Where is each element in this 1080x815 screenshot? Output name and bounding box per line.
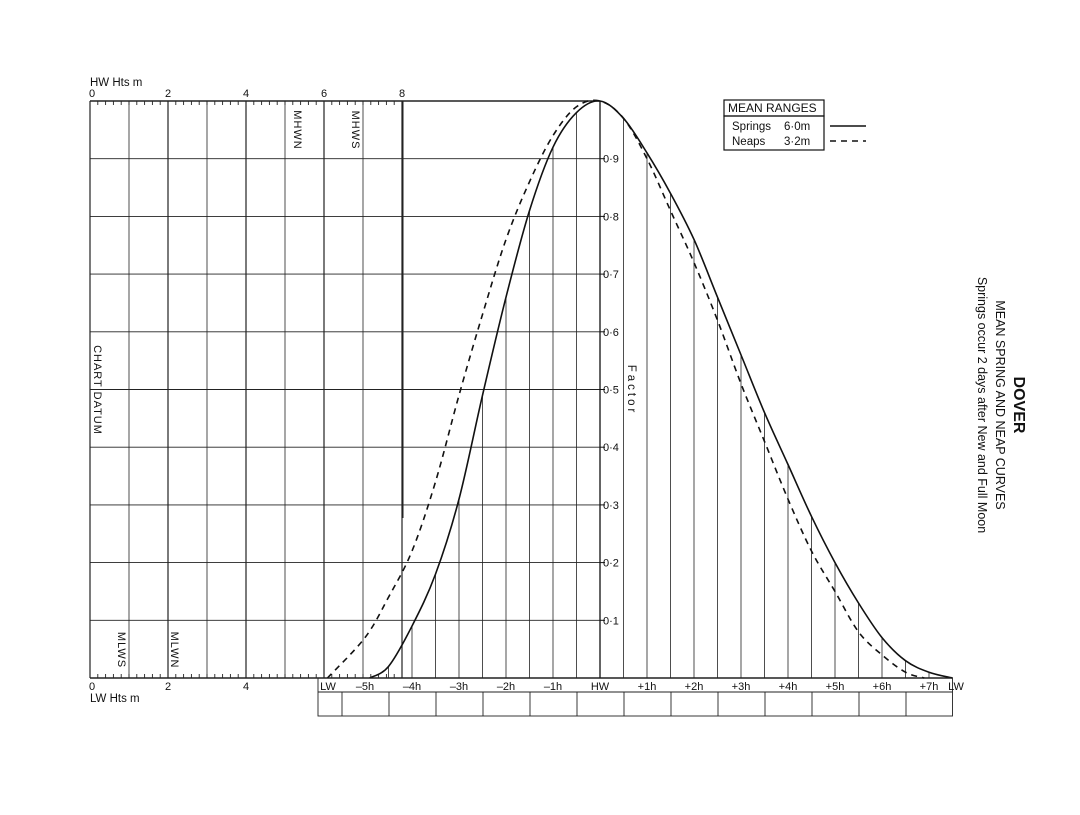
legend-entry-range: 3·2m xyxy=(784,136,810,148)
grid xyxy=(89,100,953,679)
factor-tick-label: 0·9 xyxy=(603,154,619,166)
neaps-curve xyxy=(326,99,925,679)
time-label: LW xyxy=(948,681,964,693)
chart-subtitle: MEAN SPRING AND NEAP CURVES xyxy=(993,300,1007,510)
legend-body-box xyxy=(723,115,825,151)
factor-tick-label: 0·3 xyxy=(603,500,619,512)
bottom-height-tick-label: 4 xyxy=(243,681,249,693)
factor-tick-label: 0·8 xyxy=(603,211,619,223)
time-label: –5h xyxy=(356,681,374,693)
chart-datum-label: CHART DATUM xyxy=(91,345,103,435)
legend-entry-name: Neaps xyxy=(732,136,765,148)
factor-tick-label: 0·5 xyxy=(603,385,619,397)
time-label: +1h xyxy=(638,681,657,693)
time-label: –2h xyxy=(497,681,515,693)
legend-title: MEAN RANGES xyxy=(728,101,817,115)
top-height-tick-label: 6 xyxy=(321,88,327,100)
factor-axis-label: Factor xyxy=(625,365,637,416)
time-table-frame xyxy=(317,677,953,717)
time-label: +4h xyxy=(779,681,798,693)
time-table xyxy=(317,677,953,717)
time-label: +5h xyxy=(826,681,845,693)
bottom-height-tick-label: 2 xyxy=(165,681,171,693)
mhws-label: MHWS xyxy=(349,111,361,150)
legend-entry-name: Springs xyxy=(732,121,771,133)
time-label: +7h xyxy=(920,681,939,693)
time-grid xyxy=(388,101,930,678)
time-label: +2h xyxy=(685,681,704,693)
time-label: –3h xyxy=(450,681,468,693)
top-height-tick-label: 4 xyxy=(243,88,249,100)
top-height-tick-label: 8 xyxy=(399,88,405,100)
top-height-tick-label: 0 xyxy=(89,88,95,100)
mlws-label: MLWS xyxy=(115,632,127,668)
factor-tick-label: 0·6 xyxy=(603,327,619,339)
bottom-height-tick-label: 0 xyxy=(89,681,95,693)
factor-tick-label: 0·7 xyxy=(603,269,619,281)
top-height-tick-label: 2 xyxy=(165,88,171,100)
time-label: +3h xyxy=(732,681,751,693)
legend: MEAN RANGES Springs 6·0m Neaps 3·2m xyxy=(723,99,866,151)
time-label: +6h xyxy=(873,681,892,693)
time-label: –4h xyxy=(403,681,421,693)
factor-tick-label: 0·1 xyxy=(603,615,619,627)
mlwn-label: MLWN xyxy=(168,632,180,669)
time-label: LW xyxy=(320,681,336,693)
bottom-axis-label: LW Hts m xyxy=(90,693,140,705)
top-axis-label: HW Hts m xyxy=(90,77,142,89)
time-label: –1h xyxy=(544,681,562,693)
mhwn-label: MHWN xyxy=(291,110,303,149)
springs-curve xyxy=(369,100,953,679)
time-label: HW xyxy=(591,681,610,693)
chart-title: DOVER xyxy=(1010,376,1027,434)
chart-note: Springs occur 2 days after New and Full … xyxy=(975,276,989,534)
legend-entry-range: 6·0m xyxy=(784,121,810,133)
factor-tick-label: 0·2 xyxy=(603,558,619,570)
factor-tick-label: 0·4 xyxy=(603,442,619,454)
